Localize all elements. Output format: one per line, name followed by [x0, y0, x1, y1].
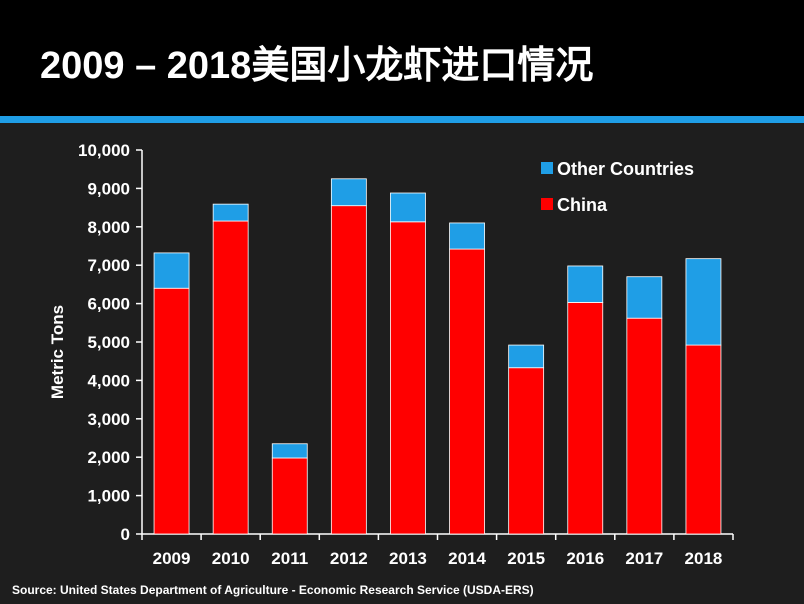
bar-china	[390, 221, 426, 535]
y-tick-label: 2,000	[87, 448, 130, 467]
y-tick-label: 8,000	[87, 218, 130, 237]
y-tick-label: 9,000	[87, 179, 130, 198]
bar-china	[271, 457, 308, 535]
bar-other-countries	[390, 192, 426, 223]
x-tick-label: 2015	[507, 549, 545, 568]
x-tick-label: 2014	[448, 549, 486, 568]
slide-title: 2009 – 2018美国小龙虾进口情况	[40, 45, 594, 87]
bar-other-countries	[508, 344, 545, 369]
x-tick-label: 2012	[330, 549, 368, 568]
bar-china	[508, 367, 545, 535]
legend-swatch-china	[541, 198, 553, 210]
y-tick-label: 4,000	[87, 371, 130, 390]
title-band	[0, 0, 804, 116]
x-tick-label: 2009	[153, 549, 191, 568]
bar-other-countries	[153, 252, 190, 289]
y-tick-label: 10,000	[78, 141, 130, 160]
accent-bar	[0, 116, 804, 123]
x-tick-label: 2011	[271, 549, 308, 568]
y-axis-label: Metric Tons	[48, 305, 67, 399]
bar-other-countries	[685, 258, 722, 346]
bar-china	[685, 344, 722, 535]
x-tick-label: 2013	[389, 549, 427, 568]
bar-china	[626, 317, 663, 535]
x-tick-label: 2010	[212, 549, 250, 568]
bar-china	[449, 248, 485, 535]
bar-other-countries	[449, 222, 485, 250]
y-tick-label: 1,000	[87, 487, 130, 506]
bar-china	[212, 220, 249, 535]
y-tick-label: 5,000	[87, 333, 130, 352]
bar-china	[567, 302, 604, 535]
x-tick-label: 2016	[566, 549, 604, 568]
bar-china	[330, 205, 367, 535]
x-tick-label: 2017	[625, 549, 663, 568]
legend-swatch-other-countries	[541, 162, 553, 174]
bar-other-countries	[567, 265, 604, 303]
bar-other-countries	[212, 203, 249, 222]
y-tick-label: 6,000	[87, 295, 130, 314]
x-tick-label: 2018	[685, 549, 723, 568]
legend-label-china: China	[557, 195, 608, 215]
y-tick-label: 0	[121, 525, 130, 544]
bar-other-countries	[271, 443, 308, 459]
bar-other-countries	[626, 276, 663, 319]
y-tick-label: 7,000	[87, 256, 130, 275]
source-note: Source: United States Department of Agri…	[12, 583, 534, 597]
y-tick-label: 3,000	[87, 410, 130, 429]
bar-china	[153, 287, 190, 535]
bar-other-countries	[330, 178, 367, 207]
legend-label-other-countries: Other Countries	[557, 159, 694, 179]
